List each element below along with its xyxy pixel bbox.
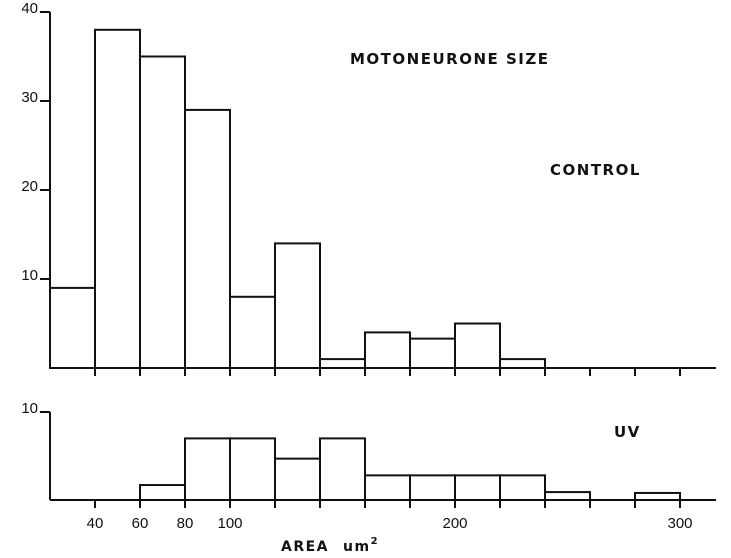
histogram-bar-uv-160 <box>364 474 411 501</box>
histogram-bar-control-120 <box>274 242 321 369</box>
x-tick-label-80: 80 <box>177 515 194 532</box>
histogram-bar-uv-60 <box>139 484 186 502</box>
histogram-bar-control-220 <box>499 358 546 370</box>
x-tick-label-300: 300 <box>667 515 692 532</box>
histogram-bar-control-20 <box>49 286 96 369</box>
y-tick-label-1-10: 10 <box>21 400 38 417</box>
histogram-bar-uv-220 <box>499 474 546 501</box>
plot-area: 10 20 30 40 10 40 60 80 100 200 300 <box>21 0 716 532</box>
histogram-bar-control-160 <box>364 331 411 369</box>
y-tick-label-0-20: 20 <box>21 178 38 195</box>
histogram-bar-control-140 <box>319 358 366 370</box>
histogram-bar-uv-200 <box>454 474 501 501</box>
y-tick-label-0-40: 40 <box>21 0 38 17</box>
histogram-bar-control-80 <box>184 108 231 370</box>
histogram-bar-uv-120 <box>274 457 321 502</box>
histogram-bar-control-200 <box>454 322 501 369</box>
uv-label: UV <box>614 423 641 441</box>
histogram-bar-uv-100 <box>229 437 276 501</box>
histogram-bar-uv-240 <box>544 491 591 501</box>
histogram-bar-uv-280 <box>634 491 681 501</box>
x-axis-label-name: AREA <box>281 539 329 555</box>
x-tick-label-100: 100 <box>217 515 242 532</box>
control-label: CONTROL <box>550 161 641 179</box>
histogram-bar-uv-180 <box>409 474 456 501</box>
y-tick-label-0-10: 10 <box>21 267 38 284</box>
histogram-bar-control-40 <box>94 28 141 370</box>
x-tick-label-200: 200 <box>442 515 467 532</box>
y-tick-label-0-30: 30 <box>21 89 38 106</box>
histogram-bar-uv-80 <box>184 437 231 501</box>
x-axis-label-unit: um <box>343 539 371 555</box>
histogram-bar-control-60 <box>139 55 186 369</box>
x-tick-label-60: 60 <box>132 515 149 532</box>
histogram-bar-control-180 <box>409 337 456 370</box>
x-axis-label: AREA um2 <box>281 536 379 555</box>
histogram-bar-control-100 <box>229 295 276 369</box>
x-tick-label-40: 40 <box>87 515 104 532</box>
chart-title: MOTONEURONE SIZE <box>350 50 549 68</box>
histogram-bar-uv-140 <box>319 437 366 501</box>
x-axis-label-unit-exponent: 2 <box>371 536 379 547</box>
